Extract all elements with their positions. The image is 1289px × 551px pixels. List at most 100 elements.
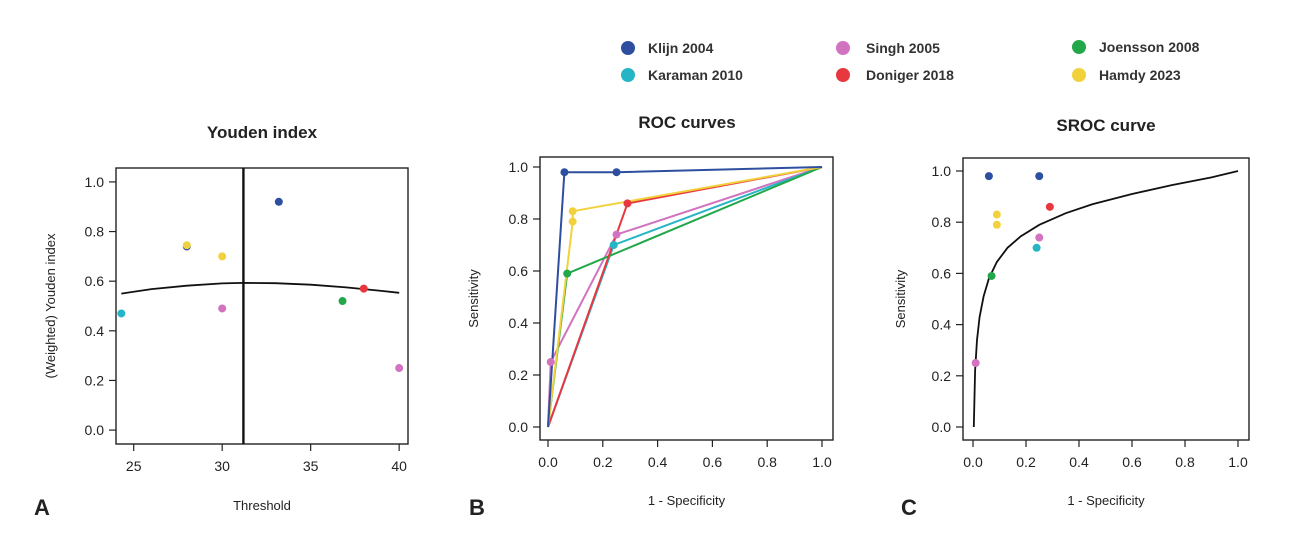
roc-point [546,358,555,366]
data-point [218,304,227,313]
roc-series-line [547,166,823,428]
y-tick-label: 0.4 [932,317,952,333]
legend-entry: Joensson 2008 [1072,39,1200,55]
y-tick-label: 0.8 [509,211,529,227]
fitted-curve [121,281,400,295]
x-tick-label: 0.6 [1122,454,1142,470]
y-tick-label: 0.8 [85,224,105,240]
x-axis-label: 1 - Specificity [648,493,726,508]
plot-frame [539,156,834,441]
x-tick-label: 0.8 [757,454,777,470]
roc-series-line [547,166,823,428]
panel-b: ROC curves 0.0 0.2 0.4 0.6 0.8 1.0 0.0 0.2 0.4 0.6… [466,113,834,520]
y-tick-label: 0.0 [932,419,952,435]
data-point [1032,243,1041,252]
legend-label: Doniger 2018 [866,67,954,83]
panel-letter: A [34,495,50,520]
sroc-curve [972,170,1239,428]
x-axis-label: Threshold [233,498,291,513]
legend-label: Karaman 2010 [648,67,743,83]
roc-point [568,217,577,226]
roc-series-line [547,166,823,428]
legend-entry: Klijn 2004 [621,40,714,56]
y-tick-label: 0.2 [932,368,952,384]
y-axis-label: Sensitivity [893,269,908,328]
legend-marker [836,68,850,82]
legend-label: Singh 2005 [866,40,940,56]
x-tick-label: 0.0 [963,454,983,470]
roc-point [568,207,577,216]
data-point [274,197,283,206]
panel-a: Youden index 0.0 0.2 0.4 0.6 0.8 1.0 25 30 35 40 Th… [34,123,409,520]
data-point [992,220,1001,229]
y-tick-label: 0.4 [85,323,105,339]
data-point [1035,233,1044,242]
x-tick-label: 30 [214,458,230,474]
roc-point [609,241,618,249]
legend-entry: Hamdy 2023 [1072,67,1181,83]
legend-entry: Doniger 2018 [836,67,954,83]
y-tick-label: 1.0 [509,159,529,175]
data-point [218,252,227,261]
x-tick-label: 25 [126,458,142,474]
roc-point [612,168,621,177]
y-tick-label: 0.2 [85,372,105,388]
chart-title: ROC curves [638,113,735,132]
y-tick-label: 0.6 [932,265,952,281]
x-tick-label: 0.2 [593,454,613,470]
data-point [1045,202,1054,211]
data-point [992,210,1001,219]
y-tick-label: 0.0 [509,419,529,435]
x-tick-label: 1.0 [812,454,832,470]
roc-point [612,230,621,239]
x-tick-label: 0.8 [1175,454,1195,470]
chart-title: SROC curve [1056,116,1155,135]
y-tick-label: 0.6 [85,273,105,289]
chart-title: Youden index [207,123,318,142]
x-tick-label: 0.4 [648,454,668,470]
data-point [338,297,347,306]
legend-label: Hamdy 2023 [1099,67,1181,83]
roc-point [563,269,572,278]
data-point [1035,172,1044,181]
y-tick-label: 0.0 [85,422,105,438]
x-tick-label: 0.4 [1069,454,1089,470]
y-tick-label: 1.0 [932,163,952,179]
legend-marker [836,41,850,55]
panel-letter: B [469,495,485,520]
y-tick-label: 1.0 [85,174,105,190]
legend-label: Joensson 2008 [1099,39,1200,55]
legend-label: Klijn 2004 [648,40,714,56]
y-tick-label: 0.2 [509,367,529,383]
x-tick-label: 0.2 [1016,454,1036,470]
y-tick-label: 0.8 [932,214,952,230]
data-point [984,172,993,181]
x-tick-label: 0.6 [703,454,723,470]
panel-letter: C [901,495,917,520]
data-point [395,364,404,373]
y-axis-label: Sensitivity [466,269,481,328]
y-tick-label: 0.6 [509,263,529,279]
roc-point [560,168,569,177]
x-tick-label: 40 [391,458,407,474]
roc-series-line [547,166,823,428]
plot-frame [115,167,409,445]
roc-series-line [547,166,823,428]
data-point [117,309,126,318]
x-tick-label: 35 [303,458,319,474]
legend-marker [1072,40,1086,54]
x-axis-label: 1 - Specificity [1067,493,1145,508]
data-point [971,359,980,367]
data-point [359,284,368,293]
data-point [182,241,191,250]
x-tick-label: 1.0 [1228,454,1248,470]
roc-point [623,199,632,208]
data-point [987,271,996,280]
y-tick-label: 0.4 [509,315,529,331]
legend-marker [621,68,635,82]
legend-marker [621,41,635,55]
legend-marker [1072,68,1086,82]
legend: Klijn 2004 Karaman 2010 Singh 2005 Donig… [621,39,1200,83]
y-axis-label: (Weighted) Youden index [43,233,58,379]
